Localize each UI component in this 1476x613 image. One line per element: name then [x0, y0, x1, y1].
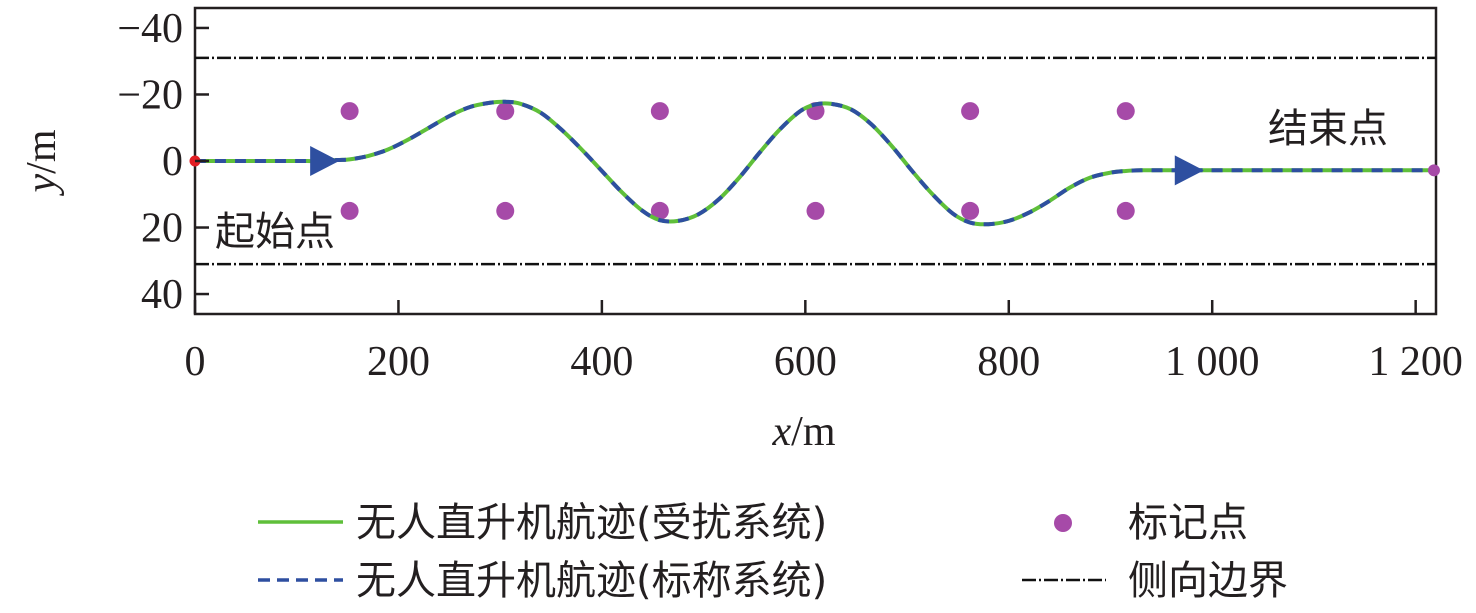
y-axis-var: y — [19, 174, 65, 197]
start-annotation: 起始点 — [215, 209, 335, 255]
marker-point-2 — [650, 102, 669, 121]
marker-points — [340, 102, 1135, 220]
x-tick-label-2: 400 — [570, 339, 633, 385]
legend-label-nominal: 无人直升机航迹(标称系统) — [356, 558, 827, 604]
x-tick-label-4: 800 — [977, 339, 1040, 385]
direction-arrow-1 — [1174, 155, 1204, 186]
x-tick-label-1: 200 — [367, 339, 430, 385]
legend: 无人直升机航迹(受扰系统) 标记点 无人直升机航迹(标称系统) 侧向边界 — [258, 500, 1288, 604]
y-tick-label-0: −40 — [117, 6, 183, 52]
x-tick-label-6: 1 200 — [1368, 339, 1463, 385]
plot-area: 0 200 400 600 800 1 000 1 200 −40 −20 0 20 40 — [117, 6, 1463, 385]
direction-arrow-0 — [310, 146, 340, 176]
x-tick-label-5: 1 000 — [1165, 339, 1260, 385]
endpoints — [189, 155, 1440, 177]
y-axis-ticks: −40 −20 0 20 40 — [117, 6, 209, 318]
marker-point-4 — [961, 102, 980, 121]
x-tick-label-3: 600 — [774, 339, 837, 385]
x-axis-ticks: 0 200 400 600 800 1 000 1 200 — [185, 300, 1463, 385]
direction-arrows — [310, 146, 1204, 186]
marker-point-8 — [650, 201, 669, 220]
marker-point-10 — [961, 201, 980, 220]
marker-point-9 — [806, 201, 825, 220]
y-axis-title: y/m — [19, 129, 65, 196]
end-point — [1427, 164, 1440, 177]
marker-point-6 — [340, 201, 359, 220]
marker-point-5 — [1116, 102, 1135, 121]
y-tick-label-1: −20 — [117, 72, 183, 118]
x-tick-label-0: 0 — [185, 339, 206, 385]
legend-label-boundary: 侧向边界 — [1128, 558, 1288, 604]
marker-point-1 — [496, 102, 515, 121]
legend-label-marker: 标记点 — [1128, 500, 1248, 546]
y-tick-label-2: 0 — [162, 139, 183, 185]
plot-frame — [193, 6, 1438, 316]
x-axis-title: x/m — [772, 409, 836, 455]
trajectories — [195, 99, 1434, 227]
x-axis-var: x — [772, 409, 792, 455]
marker-point-7 — [496, 201, 515, 220]
marker-point-0 — [340, 102, 359, 121]
y-axis-unit: /m — [19, 129, 65, 174]
legend-label-disturbed: 无人直升机航迹(受扰系统) — [356, 500, 827, 546]
y-tick-label-3: 20 — [141, 206, 183, 252]
trajectory-nominal — [195, 99, 1434, 227]
lateral-boundaries — [195, 56, 1436, 266]
y-tick-label-4: 40 — [141, 272, 183, 318]
x-axis-unit: /m — [791, 409, 836, 455]
marker-point-11 — [1116, 201, 1135, 220]
legend-swatch-marker — [1054, 514, 1072, 532]
end-annotation: 结束点 — [1268, 106, 1388, 152]
